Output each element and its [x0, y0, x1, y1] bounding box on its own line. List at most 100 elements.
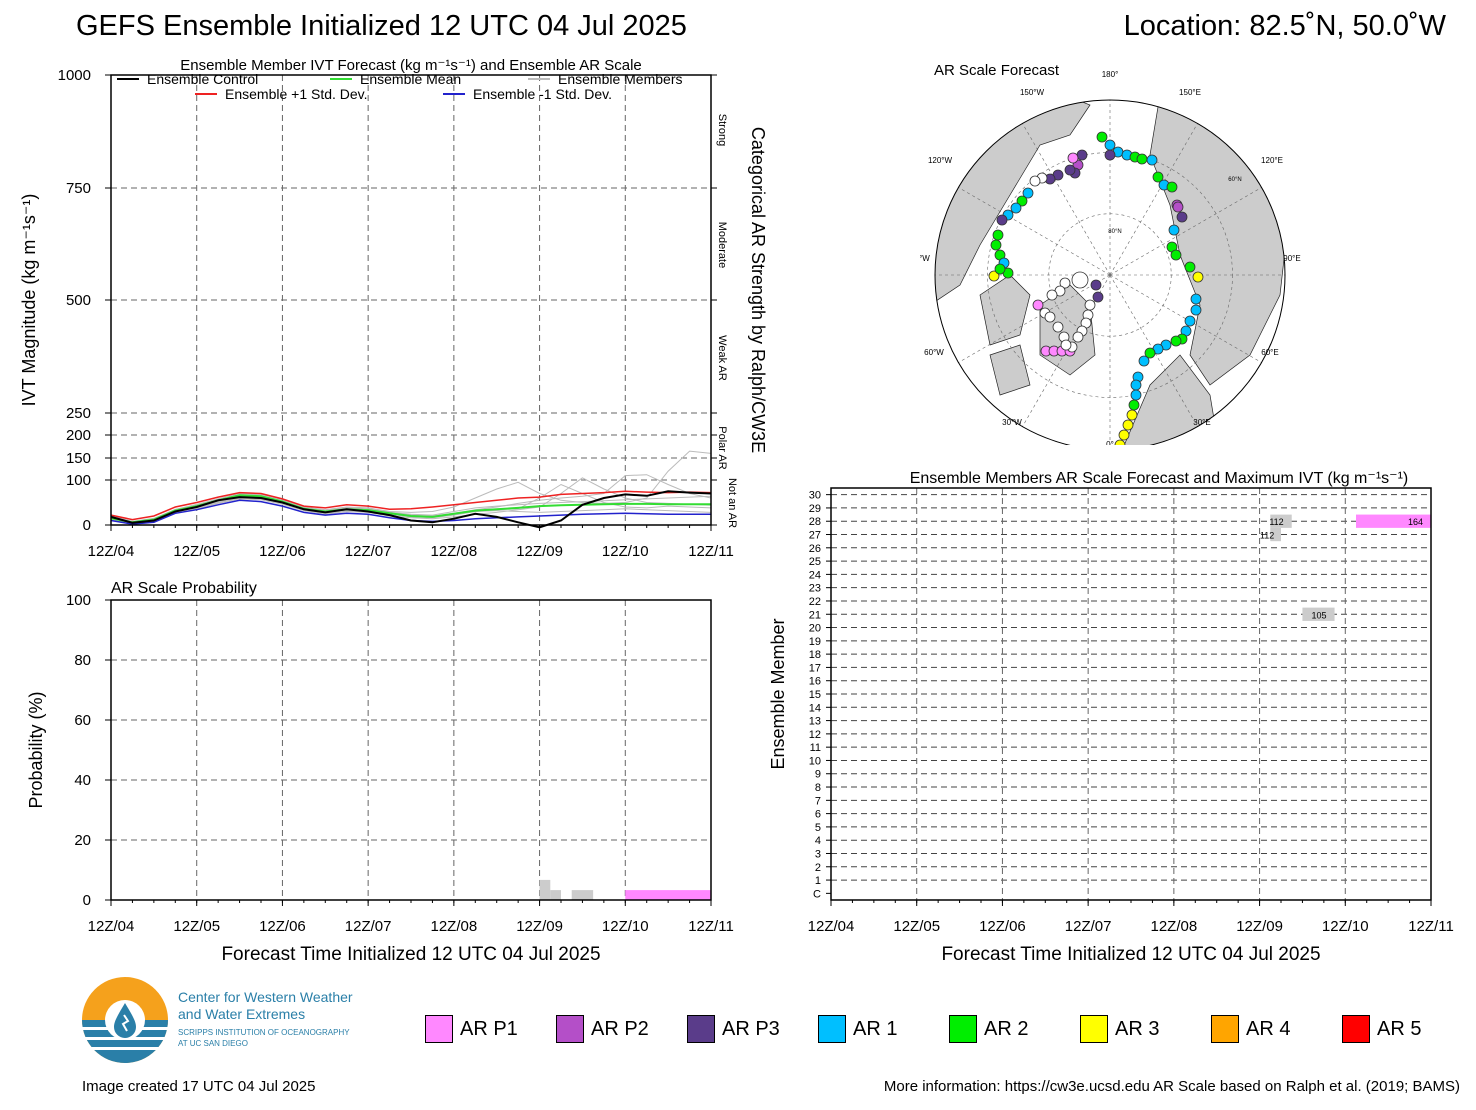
map-trajectory-dot [1076, 149, 1088, 161]
map-meridian [958, 274, 1111, 363]
map-trajectory-dot [1190, 293, 1202, 305]
members-y-tick-label: 19 [809, 636, 821, 648]
map-trajectory-dot [1032, 299, 1044, 311]
map-trajectory-dot [1046, 289, 1058, 301]
map-trajectory-dot [1016, 195, 1028, 207]
ar-scale-legend: AR P1 AR P2 AR P3 AR 1 AR 2 AR 3 AR 4 AR 5 [425, 1015, 1445, 1047]
ivt-x-tick-label: 12Z/09 [516, 543, 563, 560]
members-x-tick-label: 12Z/05 [893, 918, 940, 935]
map-lon-label: 150°W [1020, 88, 1045, 97]
members-y-tick-label: 25 [809, 556, 821, 568]
legend-label: AR P3 [722, 1017, 780, 1040]
map-trajectory-dot [1126, 409, 1138, 421]
members-x-tick-label: 12Z/08 [1151, 918, 1198, 935]
ivt-category-label: Polar AR [716, 426, 728, 469]
map-trajectory-dot [996, 214, 1008, 226]
legend-label: AR P1 [460, 1017, 518, 1040]
prob-x-tick-label: 12Z/07 [345, 918, 392, 935]
members-x-tick-label: 12Z/04 [808, 918, 855, 935]
map-lon-label: 90°W [920, 254, 930, 263]
members-y-tick-label: 22 [809, 596, 821, 608]
ivt-chart-title: Ensemble Member IVT Forecast (kg m⁻¹s⁻¹)… [180, 57, 642, 74]
map-meridian [958, 187, 1111, 276]
members-y-tick-label: 27 [809, 530, 821, 542]
map-trajectory-dot [1146, 154, 1158, 166]
map-trajectory-dot [1064, 164, 1076, 176]
page-title: GEFS Ensemble Initialized 12 UTC 04 Jul … [76, 10, 687, 42]
map-trajectory-dot [1067, 152, 1079, 164]
map-trajectory-dot [1184, 261, 1196, 273]
ivt-legend-label: Ensemble Control [147, 71, 258, 87]
more-information-label: More information: https://cw3e.ucsd.edu … [883, 1078, 1460, 1095]
ivt-right-axis-label: Categorical AR Strength by Ralph/CW3E [748, 127, 768, 453]
members-y-tick-label: C [813, 888, 821, 900]
probability-bar [539, 879, 551, 900]
members-y-tick-label: 2 [815, 862, 821, 874]
map-lon-label: 60°W [924, 348, 944, 357]
members-cell-label: 112 [1269, 517, 1283, 527]
map-trajectory-dot [1092, 291, 1104, 303]
map-lon-label: 30°W [1002, 418, 1022, 427]
map-trajectory-dot [1144, 347, 1156, 359]
legend-swatch [1342, 1015, 1370, 1043]
probability-chart-title: AR Scale Probability [111, 580, 257, 597]
members-y-tick-label: 10 [809, 755, 821, 767]
map-lon-label: 120°W [928, 156, 953, 165]
legend-item-ar-p1: AR P1 [425, 1015, 518, 1043]
logo-line1: Center for Western Weather [178, 989, 353, 1005]
ivt-y-tick-label: 100 [66, 472, 91, 489]
ivt-plot-frame [110, 74, 712, 526]
ivt-y-tick-label: 1000 [58, 67, 91, 84]
map-trajectory-dot [1166, 181, 1178, 193]
ar-scale-map: AR Scale Forecast 180° 150°W 150°E 120°W 120°… [920, 62, 1301, 445]
map-trajectory-dot [1059, 277, 1071, 289]
prob-y-tick-label: 40 [74, 772, 91, 789]
map-trajectory-dot [1060, 339, 1072, 351]
map-land [989, 344, 1031, 396]
map-trajectory-dot [1130, 389, 1142, 401]
map-trajectory-dot [1130, 379, 1142, 391]
members-y-tick-label: 9 [815, 769, 821, 781]
map-lat-label: 60°N [1228, 177, 1241, 183]
map-title: AR Scale Forecast [934, 62, 1060, 79]
map-land [979, 274, 1031, 346]
map-lon-label: 120°E [1261, 156, 1283, 165]
ivt-x-tick-label: 12Z/05 [173, 543, 220, 560]
members-y-tick-label: 7 [815, 795, 821, 807]
map-trajectory-dot [992, 229, 1004, 241]
members-y-tick-label: 20 [809, 623, 821, 635]
members-cell-label: 164 [1408, 517, 1423, 527]
members-y-tick-label: 6 [815, 809, 821, 821]
members-y-tick-label: 5 [815, 822, 821, 834]
members-y-tick-label: 15 [809, 689, 821, 701]
probability-bar [571, 890, 594, 900]
ivt-y-tick-label: 0 [83, 517, 91, 534]
map-trajectory-dot [988, 270, 1000, 282]
map-trajectory-dot [1044, 311, 1056, 323]
prob-x-tick-label: 12Z/06 [259, 918, 306, 935]
members-y-tick-label: 28 [809, 516, 821, 528]
map-trajectory-dot [1138, 355, 1150, 367]
members-y-tick-label: 16 [809, 676, 821, 688]
map-content [935, 100, 1285, 445]
prob-y-tick-label: 20 [74, 832, 91, 849]
legend-swatch [556, 1015, 584, 1043]
members-cell-label: 112 [1260, 531, 1274, 541]
members-cell [1270, 527, 1281, 542]
map-trajectory-dot [1114, 439, 1126, 445]
ivt-y-tick-label: 150 [66, 450, 91, 467]
ivt-category-label: Strong [716, 114, 728, 146]
prob-x-tick-label: 12Z/10 [602, 918, 649, 935]
ivt-x-tick-label: 12Z/06 [259, 543, 306, 560]
map-trajectory-dot [1170, 335, 1182, 347]
ivt-category-label-notar: Not an AR [726, 478, 738, 528]
map-meridian [1109, 187, 1262, 276]
probability-bar [625, 890, 711, 900]
map-trajectory-dot [1029, 175, 1041, 187]
ivt-y-tick-label: 250 [66, 405, 91, 422]
members-y-tick-label: 17 [809, 662, 821, 674]
map-trajectory-dot [1152, 171, 1164, 183]
map-trajectory-dot [1190, 304, 1202, 316]
legend-label: AR P2 [591, 1017, 649, 1040]
map-lon-label: 0° [1106, 440, 1114, 445]
